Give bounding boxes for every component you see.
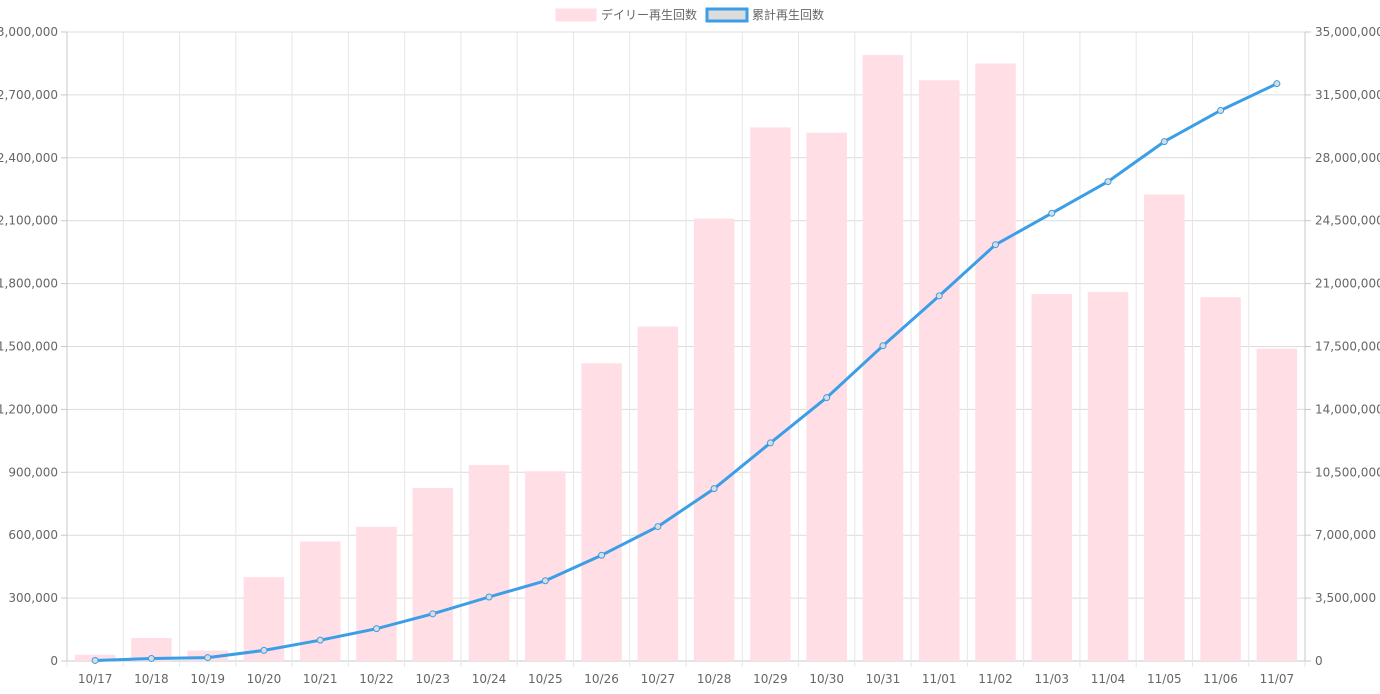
legend-item[interactable]: 累計再生回数 (705, 7, 824, 23)
left-axis-tick-label: 2,700,000 (0, 88, 58, 102)
daily-plays-bar[interactable] (356, 526, 397, 661)
cumulative-plays-point[interactable] (598, 551, 606, 559)
left-axis-tick-label: 1,200,000 (0, 402, 58, 416)
x-axis-tick-label: 10/30 (809, 672, 844, 686)
cumulative-plays-point[interactable] (429, 610, 437, 618)
cumulative-plays-point[interactable] (766, 439, 774, 447)
x-axis-tick-label: 10/25 (528, 672, 563, 686)
right-axis-tick-label: 24,500,000 (1315, 214, 1380, 228)
daily-plays-bar[interactable] (412, 488, 454, 661)
daily-plays-bar[interactable] (581, 363, 622, 661)
x-axis-tick-label: 11/05 (1147, 672, 1182, 686)
daily-plays-bar[interactable] (1031, 294, 1073, 661)
cumulative-plays-point[interactable] (879, 342, 887, 350)
right-axis-tick-label: 3,500,000 (1315, 591, 1376, 605)
x-axis-tick-label: 10/22 (359, 672, 394, 686)
daily-plays-bar[interactable] (1200, 297, 1241, 661)
daily-plays-bar[interactable] (525, 471, 566, 661)
daily-plays-bar[interactable] (1144, 194, 1185, 661)
cumulative-plays-point[interactable] (1104, 178, 1112, 186)
cumulative-plays-point[interactable] (710, 485, 718, 493)
daily-plays-bar[interactable] (468, 464, 510, 661)
x-axis-tick-label: 10/31 (866, 672, 901, 686)
line-series-layer (91, 80, 1281, 664)
left-axis-tick-label: 3,000,000 (0, 25, 58, 39)
cumulative-plays-point[interactable] (935, 292, 943, 300)
left-axis-tick-label: 600,000 (8, 528, 58, 542)
legend-label: 累計再生回数 (752, 7, 824, 22)
daily-plays-bar[interactable] (637, 326, 679, 661)
cumulative-plays-line (95, 82, 1278, 662)
x-axis-tick-label: 11/01 (922, 672, 957, 686)
legend[interactable]: デイリー再生回数 累計再生回数 (555, 7, 824, 23)
left-axis-tick-label: 2,100,000 (0, 214, 58, 228)
x-axis-tick-label: 10/26 (584, 672, 619, 686)
cumulative-plays-point[interactable] (1160, 138, 1168, 146)
x-axis-tick-label: 11/04 (1091, 672, 1126, 686)
cumulative-plays-point[interactable] (654, 523, 662, 531)
left-axis-tick-label: 2,400,000 (0, 151, 58, 165)
cumulative-plays-point[interactable] (541, 577, 549, 585)
cumulative-plays-point[interactable] (992, 241, 999, 249)
daily-plays-bar[interactable] (1256, 348, 1298, 661)
left-axis-tick-label: 300,000 (8, 591, 58, 605)
right-axis-tick-label: 7,000,000 (1315, 528, 1376, 542)
legend-label: デイリー再生回数 (601, 7, 697, 22)
right-axis-tick-label: 21,000,000 (1315, 277, 1380, 291)
x-axis-tick-label: 10/28 (697, 672, 732, 686)
bar-series-layer (74, 55, 1298, 662)
cumulative-plays-point[interactable] (260, 646, 268, 654)
right-axis-tick-label: 17,500,000 (1315, 340, 1380, 354)
left-axis-tick-label: 0 (50, 654, 58, 668)
legend-swatch (705, 7, 749, 23)
x-axis-tick-label: 11/07 (1260, 672, 1295, 686)
x-axis-tick-label: 10/19 (190, 672, 225, 686)
cumulative-plays-point[interactable] (1217, 106, 1225, 114)
daily-plays-bar[interactable] (975, 63, 1016, 661)
left-axis-tick-label: 1,500,000 (0, 340, 58, 354)
right-axis-tick-label: 14,000,000 (1315, 402, 1380, 416)
x-axis-tick-label: 10/20 (247, 672, 282, 686)
legend-swatch (555, 8, 597, 22)
right-axis-tick-label: 0 (1315, 654, 1323, 668)
cumulative-plays-point[interactable] (316, 636, 324, 644)
x-axis-tick-label: 10/21 (303, 672, 338, 686)
x-axis-tick-label: 10/29 (753, 672, 788, 686)
x-axis-tick-label: 11/06 (1203, 672, 1238, 686)
cumulative-plays-point[interactable] (204, 654, 212, 662)
x-axis-tick-label: 10/18 (134, 672, 169, 686)
right-axis-tick-label: 35,000,000 (1315, 25, 1380, 39)
x-axis-tick-label: 11/03 (1034, 672, 1069, 686)
daily-plays-bar[interactable] (693, 218, 735, 661)
cumulative-plays-point[interactable] (823, 394, 831, 402)
legend-item[interactable]: デイリー再生回数 (555, 7, 697, 22)
right-axis-tick-label: 31,500,000 (1315, 88, 1380, 102)
daily-plays-bar[interactable] (1087, 291, 1129, 661)
cumulative-plays-point[interactable] (91, 656, 99, 664)
x-axis-tick-label: 10/23 (415, 672, 450, 686)
daily-plays-bar[interactable] (918, 80, 960, 662)
left-axis-tick-label: 1,800,000 (0, 277, 58, 291)
cumulative-plays-point[interactable] (147, 654, 155, 662)
cumulative-plays-point[interactable] (485, 593, 493, 601)
cumulative-plays-point[interactable] (373, 625, 380, 633)
left-axis-tick-label: 900,000 (8, 465, 58, 479)
x-axis-tick-label: 11/02 (978, 672, 1013, 686)
x-axis-tick-label: 10/27 (641, 672, 676, 686)
x-axis-tick-label: 10/24 (472, 672, 507, 686)
daily-plays-bar[interactable] (750, 127, 791, 662)
x-axis-tick-label: 10/17 (78, 672, 113, 686)
daily-plays-bar[interactable] (131, 637, 172, 661)
cumulative-plays-point[interactable] (1273, 80, 1281, 88)
axes-layer: 0 0 300,000 3,500,000 600,000 7,000,000 900,00… (0, 25, 1380, 686)
right-axis-tick-label: 10,500,000 (1315, 465, 1380, 479)
right-axis-tick-label: 28,000,000 (1315, 151, 1380, 165)
cumulative-plays-point[interactable] (1048, 209, 1056, 217)
